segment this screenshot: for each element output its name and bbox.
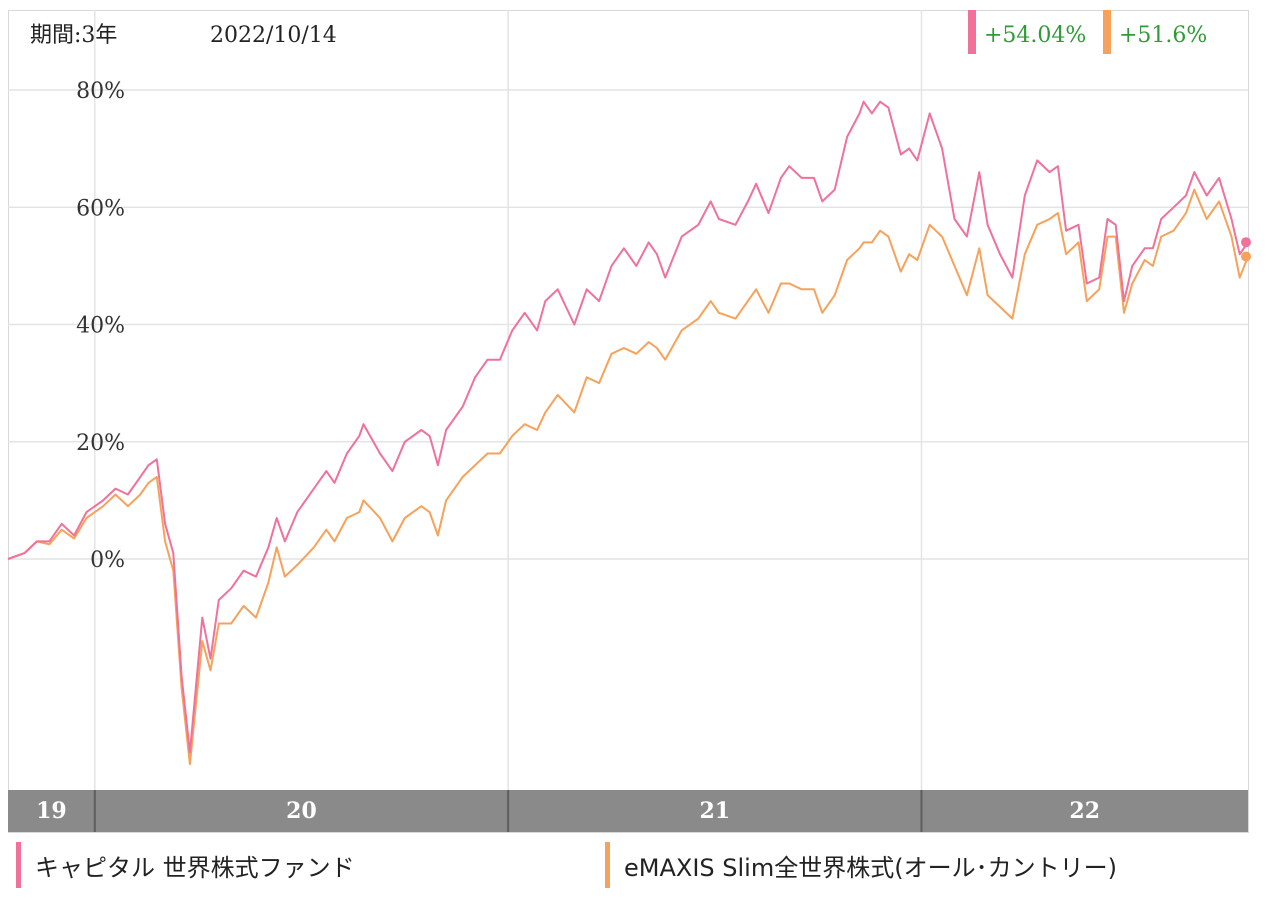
- period-label: 期間:3年: [30, 23, 117, 48]
- legend-label-1: キャピタル 世界株式ファンド: [35, 848, 355, 883]
- series-end-marker-1: [1241, 237, 1251, 247]
- date-label: 2022/10/14: [210, 23, 337, 48]
- badge-swatch-1: [968, 10, 976, 54]
- legend-label-2: eMAXIS Slim全世界株式(オール･カントリー): [624, 848, 1117, 883]
- legend-item-2: eMAXIS Slim全世界株式(オール･カントリー): [605, 842, 1117, 888]
- badge-swatch-2: [1103, 10, 1111, 54]
- y-tick-label-0: 80%: [76, 79, 125, 104]
- x-year-label-3: 22: [1069, 798, 1100, 824]
- legend-swatch-1: [16, 842, 21, 888]
- x-axis-year-band: 19 20 21 22: [8, 790, 1248, 832]
- y-tick-label-1: 60%: [76, 196, 125, 221]
- badge-value-2: +51.6%: [1119, 23, 1207, 48]
- x-year-label-1: 20: [286, 798, 317, 824]
- badge-value-1: +54.04%: [984, 23, 1086, 48]
- x-axis-band: [8, 790, 1248, 832]
- y-tick-label-4: 0%: [90, 548, 125, 573]
- x-year-label-0: 19: [36, 798, 67, 824]
- series-end-marker-2: [1241, 251, 1251, 261]
- y-tick-label-2: 40%: [76, 314, 125, 339]
- y-tick-label-3: 20%: [76, 431, 125, 456]
- legend-item-1: キャピタル 世界株式ファンド: [16, 842, 355, 888]
- legend-swatch-2: [605, 842, 610, 888]
- x-year-label-2: 21: [699, 798, 730, 824]
